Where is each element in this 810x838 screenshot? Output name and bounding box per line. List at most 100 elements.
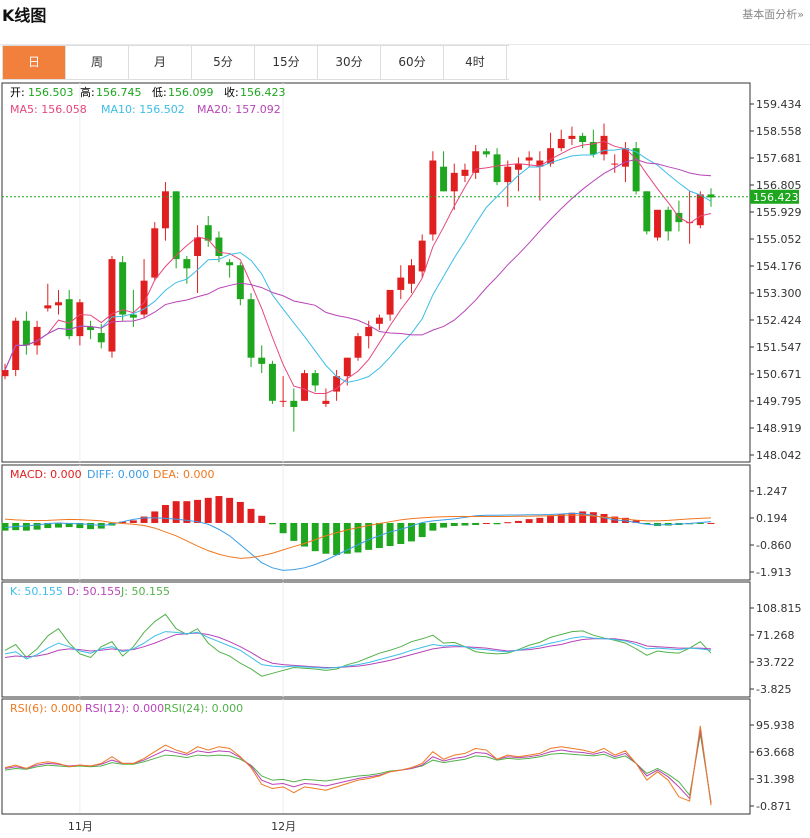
macd-tick-label: -0.860 (756, 539, 791, 552)
macd-bar (493, 522, 501, 525)
candle-body (696, 194, 704, 226)
macd-tick-label: 0.194 (756, 512, 788, 525)
macd-bar (568, 512, 576, 523)
main-tick-label: 148.919 (756, 422, 802, 435)
candle-body (129, 314, 137, 318)
legend-open-value: 156.503 (28, 86, 74, 99)
kdj-tick-label: 33.722 (756, 656, 795, 669)
macd-bar (1, 522, 9, 531)
tab-week[interactable]: 周 (66, 46, 129, 79)
candle-body (386, 289, 394, 315)
candle-body (450, 172, 458, 192)
main-tick-label: 152.424 (756, 314, 802, 327)
candle-body (301, 373, 308, 401)
macd-tick-label: 1.247 (756, 485, 788, 498)
legend-rsi12: RSI(12): 0.000 (85, 702, 164, 715)
macd-bar (482, 522, 490, 524)
tab-5min[interactable]: 5分 (192, 46, 255, 79)
candle-body (408, 265, 415, 284)
candle-body (525, 157, 533, 161)
macd-bar (215, 496, 223, 523)
macd-bar (151, 511, 159, 523)
legend-rsi6: RSI(6): 0.000 (10, 702, 82, 715)
main-tick-label: 156.805 (756, 179, 802, 192)
candle-body (429, 160, 437, 235)
candle-body (375, 317, 383, 324)
candle-body (322, 400, 330, 404)
candle-body (397, 277, 405, 290)
kdj-tick-label: 71.268 (756, 629, 795, 642)
kdj-tick-label: 108.815 (756, 602, 802, 615)
macd-bar (408, 522, 415, 542)
legend-ma20: MA20: 157.092 (197, 103, 281, 116)
macd-bar (204, 497, 212, 523)
macd-bar (365, 522, 373, 550)
last-price-marker: 156.423 (750, 189, 799, 204)
tab-day[interactable]: 日 (3, 46, 66, 79)
candle-body (194, 237, 202, 257)
candle-body (557, 138, 565, 149)
candle-body (236, 265, 244, 300)
macd-bar (504, 522, 512, 524)
fundamental-analysis-link[interactable]: 基本面分析» (742, 8, 804, 21)
macd-bar (129, 520, 137, 523)
macd-bar (536, 517, 544, 523)
candle-body (493, 154, 501, 183)
kdj-panel-frame (1, 581, 751, 698)
macd-bar (525, 519, 533, 523)
candle-body (504, 166, 512, 183)
period-tabs: 日 周 月 5分 15分 30分 60分 4时 (2, 45, 509, 80)
last-price-badge (750, 189, 799, 204)
macd-bar (247, 508, 255, 523)
rsi-tick-label: 63.668 (756, 746, 795, 759)
ma10-line (4, 147, 712, 383)
macd-bar (643, 522, 651, 525)
macd-bar (311, 522, 319, 552)
legend-dea: DEA: 0.000 (153, 468, 214, 481)
main-tick-label: 158.558 (756, 125, 802, 138)
macd-bar (514, 520, 522, 523)
candle-body (258, 357, 266, 364)
rsi12-line (4, 729, 712, 804)
tab-15min[interactable]: 15分 (255, 46, 318, 79)
ma20-line (4, 158, 712, 371)
candle-body (654, 209, 661, 238)
macd-bar (397, 522, 405, 544)
macd-bar (589, 512, 597, 523)
candle-body (22, 320, 30, 346)
candle-body (204, 225, 212, 241)
candle-body (472, 151, 480, 173)
macd-bar (600, 513, 608, 523)
main-tick-label: 154.176 (756, 260, 802, 273)
candle-body (632, 148, 640, 192)
tab-60min[interactable]: 60分 (381, 46, 444, 79)
candle-body (44, 305, 52, 309)
macd-bar (258, 515, 266, 523)
tab-month[interactable]: 月 (129, 46, 192, 79)
candle-body (536, 160, 544, 167)
candle-body (151, 228, 159, 278)
main-tick-label: 148.042 (756, 449, 802, 462)
main-tick-label: 151.547 (756, 341, 802, 354)
legend-low-label: 低: (152, 86, 167, 99)
candle-body (365, 326, 373, 337)
tab-4hour[interactable]: 4时 (444, 46, 507, 79)
macd-bar (194, 499, 202, 523)
kdj-d-line (4, 632, 712, 669)
candle-body (354, 336, 362, 358)
candle-body (33, 326, 41, 346)
macd-bar (268, 522, 276, 525)
macd-bar (33, 522, 41, 530)
tab-30min[interactable]: 30分 (318, 46, 381, 79)
macd-bar (440, 522, 448, 528)
macd-tick-label: -1.913 (756, 566, 791, 579)
legend-macd: MACD: 0.000 (10, 468, 82, 481)
legend-j: J: 50.155 (120, 585, 170, 598)
macd-bar (161, 505, 169, 523)
candle-body (119, 262, 127, 315)
diff-line (4, 512, 712, 571)
macd-bar (654, 522, 661, 527)
legend-open-label: 开: (10, 86, 25, 99)
ma5-line (4, 140, 712, 394)
